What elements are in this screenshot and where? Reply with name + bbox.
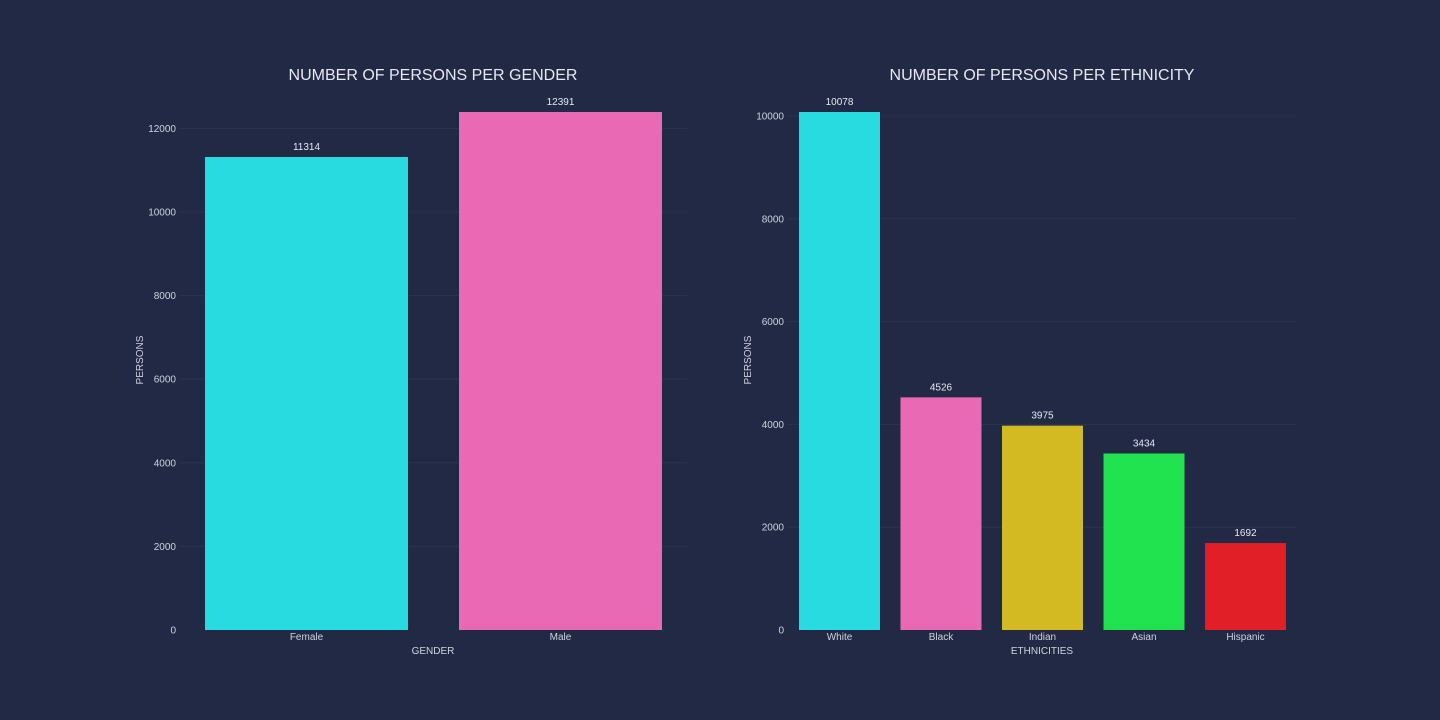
ethnicity-y-tick-label-10000: 10000 <box>756 112 784 123</box>
ethnicity-y-tick-label-6000: 6000 <box>762 317 785 328</box>
gender-y-tick-label-8000: 8000 <box>154 291 177 302</box>
ethnicity-x-tick-label-white: White <box>827 632 853 643</box>
ethnicity-data-label-asian: 3434 <box>1133 438 1156 449</box>
gender-y-tick-label-0: 0 <box>170 626 176 637</box>
ethnicity-x-tick-label-asian: Asian <box>1131 632 1156 643</box>
ethnicity-x-tick-label-hispanic: Hispanic <box>1226 632 1264 643</box>
ethnicity-x-tick-label-indian: Indian <box>1029 632 1056 643</box>
gender-chart-bars <box>205 112 662 630</box>
ethnicity-data-label-indian: 3975 <box>1031 411 1054 422</box>
gender-y-tick-label-10000: 10000 <box>148 207 176 218</box>
ethnicity-bar-black <box>900 397 982 630</box>
gender-chart-y-ticks: 0 2000 4000 6000 8000 10000 12000 <box>148 124 176 637</box>
gender-bar-female <box>205 157 408 630</box>
gender-chart: NUMBER OF PERSONS PER GENDER 0 2000 4000 60… <box>135 67 687 657</box>
ethnicity-data-label-hispanic: 1692 <box>1234 528 1257 539</box>
gender-bar-male <box>459 112 662 630</box>
gender-x-tick-label-male: Male <box>550 632 572 643</box>
gender-chart-x-axis-label: GENDER <box>412 646 455 657</box>
ethnicity-chart-title: NUMBER OF PERSONS PER ETHNICITY <box>890 67 1195 84</box>
ethnicity-chart-y-ticks: 0 2000 4000 6000 8000 10000 <box>756 112 784 637</box>
gender-chart-data-labels: 11314 12391 <box>293 97 575 153</box>
ethnicity-y-tick-label-8000: 8000 <box>762 214 785 225</box>
gender-x-tick-label-female: Female <box>290 632 324 643</box>
ethnicity-chart-y-axis-label: PERSONS <box>743 335 754 384</box>
ethnicity-bar-hispanic <box>1205 543 1286 630</box>
ethnicity-chart-x-ticks: White Black Indian Asian Hispanic <box>827 632 1265 643</box>
ethnicity-bar-indian <box>1002 425 1083 630</box>
ethnicity-data-label-black: 4526 <box>930 382 953 393</box>
ethnicity-bar-asian <box>1103 453 1185 630</box>
ethnicity-x-tick-label-black: Black <box>929 632 954 643</box>
ethnicity-chart-bars <box>799 112 1286 630</box>
ethnicity-chart: NUMBER OF PERSONS PER ETHNICITY 0 2000 400… <box>743 67 1296 657</box>
gender-chart-x-ticks: Female Male <box>290 632 572 643</box>
gender-y-tick-label-12000: 12000 <box>148 124 176 135</box>
ethnicity-y-tick-label-0: 0 <box>778 626 784 637</box>
gender-data-label-female: 11314 <box>293 142 321 153</box>
gender-chart-title: NUMBER OF PERSONS PER GENDER <box>289 67 578 84</box>
ethnicity-y-tick-label-4000: 4000 <box>762 420 785 431</box>
gender-data-label-male: 12391 <box>547 97 575 108</box>
gender-y-tick-label-2000: 2000 <box>154 542 177 553</box>
gender-chart-y-axis-label: PERSONS <box>135 335 146 384</box>
ethnicity-data-label-white: 10078 <box>826 97 854 108</box>
ethnicity-chart-x-axis-label: ETHNICITIES <box>1011 646 1074 657</box>
ethnicity-y-tick-label-2000: 2000 <box>762 523 785 534</box>
ethnicity-bar-white <box>799 112 880 630</box>
gender-y-tick-label-4000: 4000 <box>154 458 177 469</box>
ethnicity-chart-data-labels: 10078 4526 3975 3434 1692 <box>826 97 1257 539</box>
gender-y-tick-label-6000: 6000 <box>154 375 177 386</box>
